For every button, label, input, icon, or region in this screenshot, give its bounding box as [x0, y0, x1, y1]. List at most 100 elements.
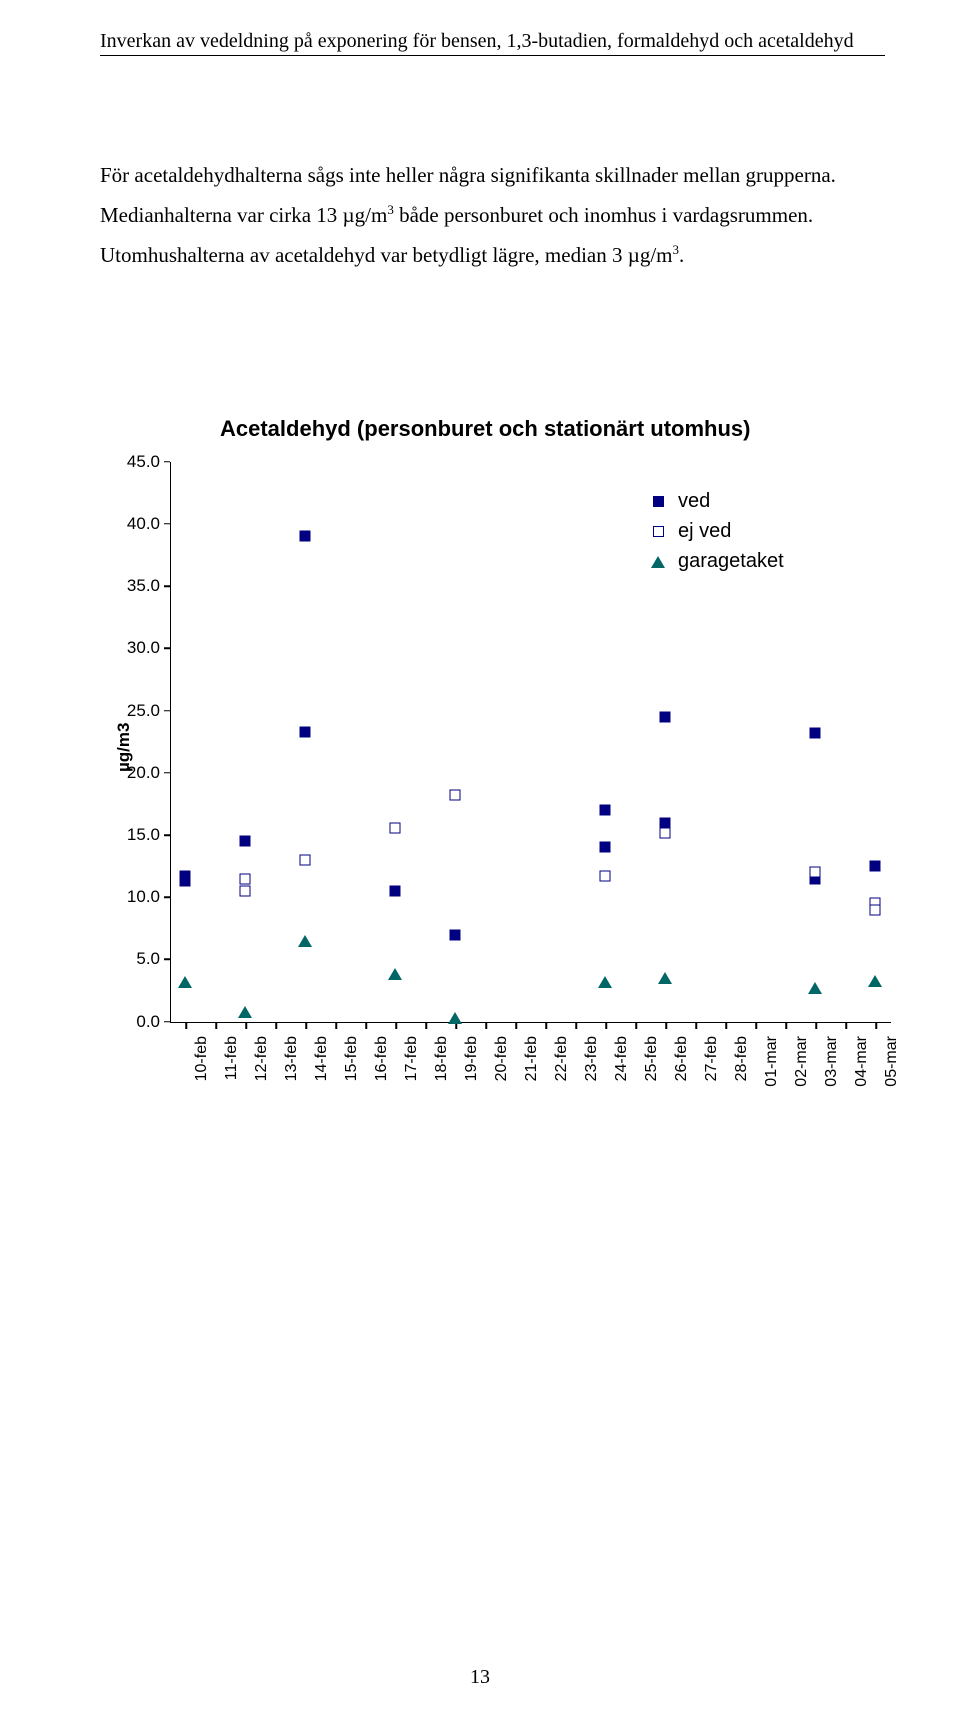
x-tick-label: 25-feb — [643, 1036, 661, 1096]
data-point — [390, 822, 401, 833]
y-tick-mark — [164, 834, 170, 836]
legend-marker-icon — [650, 524, 666, 540]
y-tick-label: 10.0 — [100, 887, 170, 907]
y-tick-mark — [164, 585, 170, 587]
data-point — [240, 873, 251, 884]
x-tick-label: 24-feb — [613, 1036, 631, 1096]
x-tick-label: 22-feb — [553, 1036, 571, 1096]
legend-item: garagetaket — [650, 547, 784, 577]
legend-label: garagetaket — [678, 550, 784, 573]
chart: µg/m3 0.05.010.015.020.025.030.035.040.0… — [100, 452, 900, 1102]
data-point — [660, 711, 671, 722]
x-tick-label: 23-feb — [583, 1036, 601, 1096]
y-tick-label: 5.0 — [100, 949, 170, 969]
x-tick-label: 27-feb — [703, 1036, 721, 1096]
data-point — [390, 886, 401, 897]
data-point — [870, 861, 881, 872]
page-number: 13 — [0, 1666, 960, 1689]
data-point — [600, 805, 611, 816]
x-tick-label: 01-mar — [763, 1036, 781, 1096]
x-tick-label: 20-feb — [493, 1036, 511, 1096]
x-tick-label: 12-feb — [253, 1036, 271, 1096]
legend-marker-icon — [650, 494, 666, 510]
data-point — [240, 886, 251, 897]
data-point — [658, 972, 672, 984]
x-tick-mark — [215, 1023, 217, 1029]
data-point — [600, 871, 611, 882]
data-point — [868, 975, 882, 987]
data-point — [178, 976, 192, 988]
chart-title: Acetaldehyd (personburet och stationärt … — [220, 416, 885, 442]
legend: ved ej ved garagetaket — [650, 487, 784, 577]
x-tick-mark — [665, 1023, 667, 1029]
data-point — [808, 982, 822, 994]
y-tick-mark — [164, 648, 170, 650]
x-tick-label: 10-feb — [193, 1036, 211, 1096]
y-tick-mark — [164, 772, 170, 774]
x-tick-label: 04-mar — [853, 1036, 871, 1096]
page-header: Inverkan av vedeldning på exponering för… — [100, 30, 885, 56]
x-tick-mark — [875, 1023, 877, 1029]
data-point — [450, 790, 461, 801]
x-tick-label: 28-feb — [733, 1036, 751, 1096]
x-tick-mark — [755, 1023, 757, 1029]
data-point — [660, 827, 671, 838]
x-tick-mark — [185, 1023, 187, 1029]
x-tick-label: 16-feb — [373, 1036, 391, 1096]
x-tick-mark — [605, 1023, 607, 1029]
y-tick-label: 35.0 — [100, 576, 170, 596]
data-point — [298, 935, 312, 947]
y-tick-label: 40.0 — [100, 514, 170, 534]
x-tick-label: 15-feb — [343, 1036, 361, 1096]
x-tick-mark — [275, 1023, 277, 1029]
legend-marker-icon — [650, 554, 666, 570]
x-tick-label: 03-mar — [823, 1036, 841, 1096]
data-point — [810, 727, 821, 738]
x-tick-mark — [695, 1023, 697, 1029]
paragraph: För acetaldehydhalterna sågs inte heller… — [100, 156, 885, 276]
y-tick-mark — [164, 710, 170, 712]
data-point — [238, 1006, 252, 1018]
y-tick-mark — [164, 523, 170, 525]
y-tick-label: 45.0 — [100, 452, 170, 472]
data-point — [598, 976, 612, 988]
y-tick-mark — [164, 896, 170, 898]
x-tick-label: 11-feb — [223, 1036, 241, 1096]
legend-item: ej ved — [650, 517, 784, 547]
y-tick-label: 20.0 — [100, 763, 170, 783]
data-point — [240, 836, 251, 847]
y-tick-mark — [164, 1021, 170, 1023]
x-tick-mark — [515, 1023, 517, 1029]
x-tick-mark — [815, 1023, 817, 1029]
y-tick-label: 0.0 — [100, 1012, 170, 1032]
y-tick-mark — [164, 959, 170, 961]
y-tick-mark — [164, 461, 170, 463]
x-tick-label: 05-mar — [883, 1036, 901, 1096]
data-point — [450, 929, 461, 940]
y-tick-label: 25.0 — [100, 701, 170, 721]
data-point — [180, 876, 191, 887]
x-tick-label: 21-feb — [523, 1036, 541, 1096]
x-tick-label: 19-feb — [463, 1036, 481, 1096]
x-tick-mark — [725, 1023, 727, 1029]
x-tick-mark — [335, 1023, 337, 1029]
x-tick-mark — [785, 1023, 787, 1029]
x-tick-mark — [425, 1023, 427, 1029]
x-tick-label: 18-feb — [433, 1036, 451, 1096]
x-tick-mark — [395, 1023, 397, 1029]
y-tick-label: 30.0 — [100, 638, 170, 658]
x-tick-label: 13-feb — [283, 1036, 301, 1096]
legend-label: ved — [678, 490, 710, 513]
data-point — [448, 1012, 462, 1024]
x-tick-mark — [365, 1023, 367, 1029]
data-point — [388, 968, 402, 980]
data-point — [300, 726, 311, 737]
x-tick-mark — [575, 1023, 577, 1029]
legend-item: ved — [650, 487, 784, 517]
legend-label: ej ved — [678, 520, 731, 543]
x-tick-label: 14-feb — [313, 1036, 331, 1096]
x-tick-label: 17-feb — [403, 1036, 421, 1096]
x-tick-mark — [635, 1023, 637, 1029]
x-tick-label: 26-feb — [673, 1036, 691, 1096]
data-point — [300, 854, 311, 865]
